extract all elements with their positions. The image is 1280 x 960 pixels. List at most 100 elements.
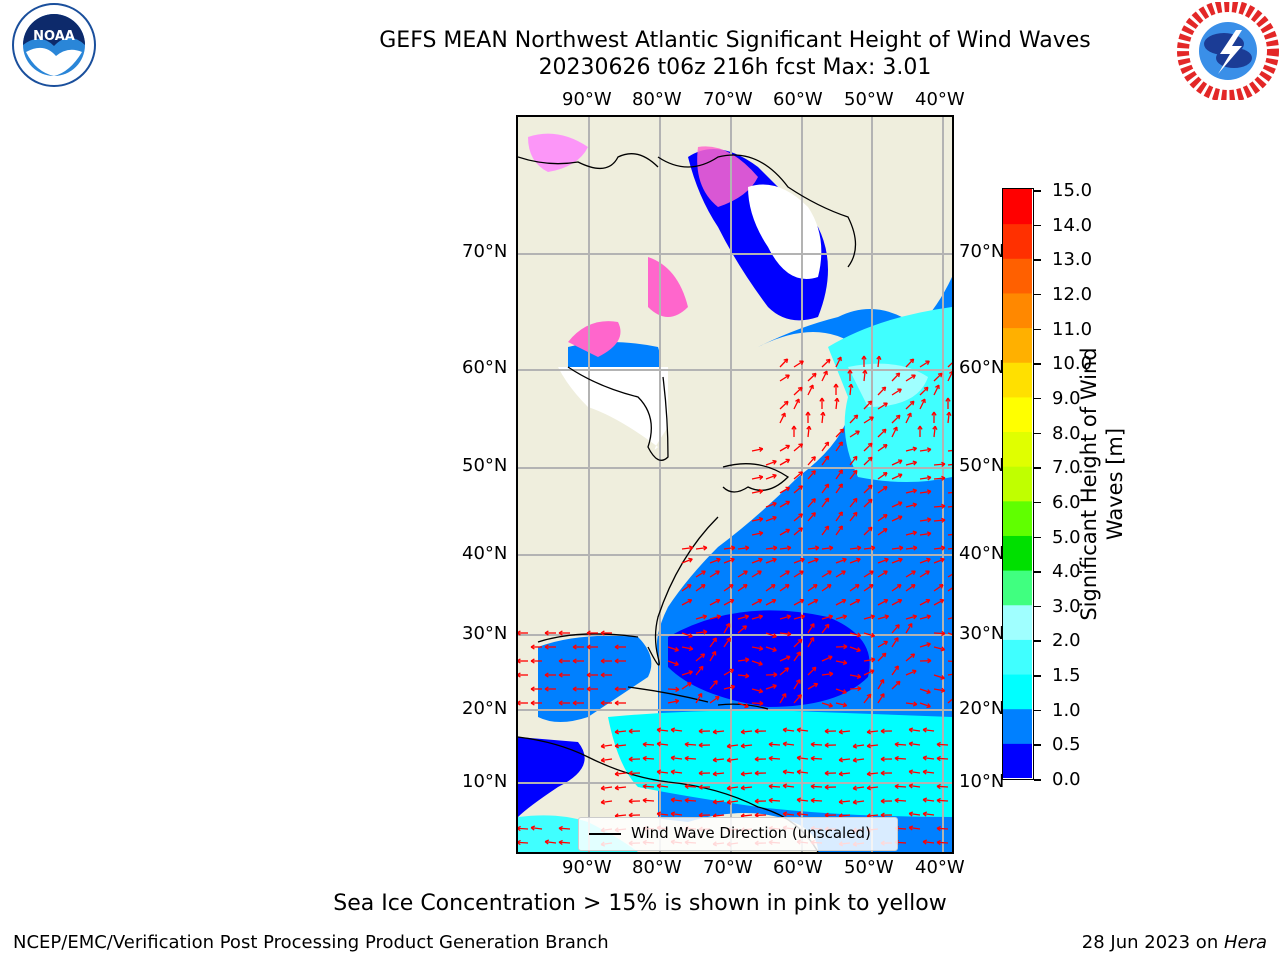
wind-arrow-head — [897, 501, 903, 507]
wind-arrow-head — [895, 624, 900, 629]
wind-direction-arrow — [601, 744, 613, 748]
wind-arrow-head — [876, 355, 882, 360]
wind-arrow-head — [785, 444, 791, 450]
wind-arrow-head — [785, 528, 791, 534]
wind-arrow-head — [869, 570, 874, 575]
wind-direction-arrow — [797, 770, 809, 774]
wind-direction-arrow — [601, 758, 613, 762]
wind-arrow-head — [768, 741, 773, 748]
chart-subtitle: 20230626 t06z 216h fcst Max: 3.01 — [538, 55, 932, 80]
wind-direction-arrow — [751, 646, 763, 650]
wind-direction-arrow — [947, 533, 952, 536]
colorbar-tick-label: 0.5 — [1052, 734, 1081, 756]
wind-arrow-head — [896, 584, 902, 589]
colorbar-segment — [1003, 362, 1032, 398]
wind-arrow-head — [697, 692, 703, 698]
wind-direction-arrow — [518, 827, 529, 830]
wind-direction-arrow — [727, 800, 739, 804]
wind-direction-arrow — [853, 786, 865, 790]
wind-direction-arrow — [933, 646, 945, 651]
wind-direction-arrow — [821, 672, 833, 676]
wind-arrow-head — [881, 652, 887, 658]
wind-direction-arrow — [839, 772, 851, 775]
wind-direction-arrow — [695, 631, 707, 634]
wind-arrow-head — [712, 771, 717, 777]
wind-arrow-head — [824, 483, 830, 489]
wind-arrow-head — [768, 755, 773, 762]
wind-arrow-head — [572, 700, 577, 706]
wind-arrow-head — [912, 545, 918, 551]
wind-direction-arrow — [849, 687, 862, 690]
wind-arrow-head — [796, 811, 802, 817]
wind-direction-arrow — [905, 531, 917, 536]
wind-direction-arrow — [891, 388, 902, 396]
wind-direction-arrow — [821, 497, 830, 508]
wind-arrow-head — [715, 598, 721, 604]
lon-tick-top: 90°W — [562, 89, 612, 110]
wind-arrow-head — [787, 631, 792, 637]
wind-arrow-head — [824, 728, 829, 734]
wind-direction-arrow — [667, 660, 679, 666]
wind-arrow-head — [842, 689, 847, 695]
wind-direction-arrow — [863, 615, 875, 620]
lon-tick-top: 40°W — [915, 89, 965, 110]
wind-direction-arrow — [737, 625, 747, 634]
wind-arrow-head — [806, 425, 812, 430]
wind-direction-arrow — [793, 558, 805, 564]
wind-direction-arrow — [909, 742, 921, 746]
wind-arrow-head — [798, 527, 804, 532]
wind-direction-arrow — [737, 615, 749, 620]
wind-direction-arrow — [779, 486, 790, 494]
wind-arrow-head — [628, 770, 633, 776]
wind-direction-arrow — [793, 694, 802, 704]
colorbar-tick-mark — [1034, 328, 1041, 331]
wind-arrow-head — [908, 811, 914, 817]
wind-arrow-head — [838, 771, 843, 777]
wind-arrow-head — [642, 783, 647, 790]
colorbar-tick-label: 6.0 — [1052, 491, 1081, 513]
wind-direction-arrow — [695, 570, 706, 578]
wind-direction-arrow — [751, 688, 763, 693]
wind-direction-arrow — [947, 547, 952, 550]
lat-tick-left: 70°N — [462, 241, 508, 262]
nws-logo — [1176, 0, 1280, 102]
wind-arrow-head — [530, 644, 535, 650]
wind-direction-arrow — [671, 770, 683, 774]
wind-arrow-head — [675, 686, 680, 693]
wind-arrow-head — [758, 614, 764, 620]
wind-direction-arrow — [807, 637, 815, 648]
wind-arrow-head — [798, 443, 804, 448]
wind-direction-arrow — [681, 599, 693, 606]
wind-arrow-head — [784, 667, 790, 672]
wind-direction-arrow — [919, 615, 931, 620]
wind-arrow-head — [852, 497, 858, 503]
wind-arrow-head — [852, 455, 858, 461]
wind-arrow-head — [833, 383, 839, 388]
wind-direction-arrow — [821, 370, 828, 382]
wind-arrow-head — [701, 570, 706, 575]
wind-arrow-head — [713, 680, 718, 685]
wind-arrow-head — [912, 446, 918, 452]
wind-arrow-head — [898, 557, 903, 563]
wind-arrow-head — [908, 769, 914, 775]
wind-direction-arrow — [905, 570, 916, 578]
wind-arrow-head — [674, 698, 680, 704]
wind-direction-arrow — [877, 679, 885, 690]
wind-arrow-head — [614, 700, 619, 706]
wind-arrow-head — [867, 456, 873, 462]
wind-arrow-head — [909, 358, 915, 364]
wind-arrow-head — [867, 400, 873, 406]
wind-arrow-head — [852, 743, 858, 749]
wind-direction-arrow — [933, 384, 940, 396]
wind-direction-arrow — [768, 799, 781, 802]
wind-arrow-head — [730, 684, 736, 690]
wind-arrow-head — [912, 530, 918, 536]
wind-direction-arrow — [905, 447, 917, 452]
wind-arrow-head — [866, 743, 871, 749]
wind-arrow-head — [894, 797, 899, 804]
wind-arrow-head — [600, 757, 606, 763]
wind-arrow-head — [686, 584, 692, 589]
wind-arrow-head — [656, 741, 662, 747]
wind-arrow-head — [940, 646, 946, 652]
wind-arrow-head — [758, 516, 764, 522]
